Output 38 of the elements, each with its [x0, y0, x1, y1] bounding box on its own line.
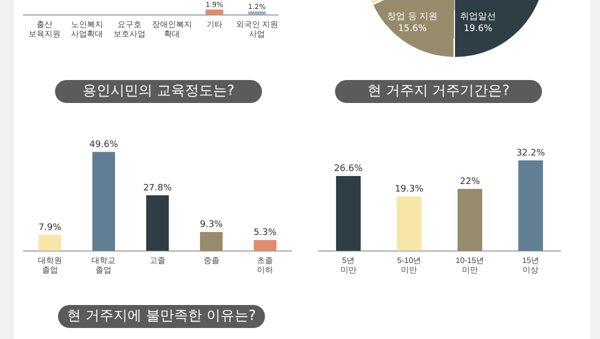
x-tick-label: 15년 이상	[522, 256, 540, 274]
data-label: 5.3%	[254, 228, 277, 238]
data-label: 27.8%	[143, 183, 172, 194]
data-label: 7.9%	[38, 222, 62, 233]
data-label: 9.3%	[200, 220, 224, 230]
bar	[396, 196, 422, 251]
bar	[92, 152, 116, 251]
x-tick-label: 외국인 지원 사업	[236, 20, 278, 38]
x-tick-label: 대학교 졸업	[92, 256, 116, 274]
data-label: 49.6%	[89, 140, 118, 150]
x-tick-label: 5-10년 미만	[397, 256, 422, 274]
bar	[336, 176, 361, 251]
bar	[254, 240, 276, 251]
data-label: 26.6%	[334, 164, 364, 174]
x-tick-label: 장애인복지 확대	[152, 20, 192, 38]
bar	[200, 232, 223, 251]
x-tick-label: 고졸	[150, 256, 166, 265]
bar	[38, 234, 62, 251]
x-tick-label: 대학원 졸업	[38, 256, 62, 274]
text: 현 거주지에 불만족한 이유는?	[58, 305, 265, 328]
x-tick-label: 10-15년 미만	[456, 256, 484, 274]
data-label: 22%	[460, 177, 480, 188]
data-label: 32.2%	[516, 148, 546, 159]
chart-title: 현 거주지 거주기간은?	[335, 80, 542, 103]
bar	[518, 160, 543, 251]
x-tick-label: 출산 보육지원	[28, 20, 60, 38]
bar	[146, 195, 169, 251]
x-tick-label: 노인복지 사업확대	[70, 20, 103, 38]
data-label: 19.3%	[394, 184, 424, 195]
x-tick-label: 5년 미만	[340, 256, 356, 274]
text: 취업알선 19.6%	[460, 11, 496, 35]
bar	[458, 188, 482, 251]
x-tick-label: 중졸	[203, 256, 220, 265]
chart-title: 용인시민의 교육정도는?	[55, 80, 262, 103]
text: 창업 등 지원 15.6%	[387, 11, 438, 35]
x-tick-label: 기타	[206, 20, 222, 29]
x-tick-label: 초졸 이하	[257, 256, 274, 274]
x-tick-label: 요구호 보호사업	[113, 20, 146, 38]
